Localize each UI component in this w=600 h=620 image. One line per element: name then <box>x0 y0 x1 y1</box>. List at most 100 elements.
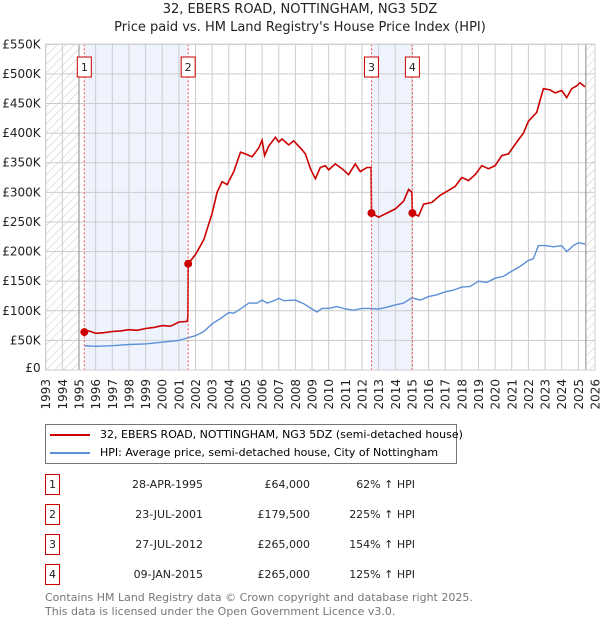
x-tick: 2010 <box>322 379 336 410</box>
x-tick: 2024 <box>555 379 569 410</box>
transaction-row: 4 09-JAN-2015 £265,000 125% ↑ HPI <box>45 564 445 585</box>
x-tick: 2016 <box>422 379 436 410</box>
x-tick: 2005 <box>239 379 253 410</box>
transaction-number: 3 <box>45 534 60 555</box>
y-tick-label: £0 <box>25 361 40 375</box>
x-tick: 2008 <box>289 379 303 410</box>
shaded-ownership-period <box>371 44 413 371</box>
x-tick-label: 2012 <box>356 379 370 410</box>
x-tick: 2023 <box>539 379 553 410</box>
y-tick-label: £150K <box>2 274 42 288</box>
transaction-row: 2 23-JUL-2001 £179,500 225% ↑ HPI <box>45 504 445 525</box>
chart-subtitle: Price paid vs. HM Land Registry's House … <box>114 20 486 35</box>
price-chart: 1 2 3 4 1993 1994 1995 1996 1997 1998 1999 2000 2001… <box>2 37 600 410</box>
x-tick: 2022 <box>522 379 536 410</box>
x-tick-label: 1999 <box>139 379 153 410</box>
transaction-price: £179,500 <box>257 508 311 521</box>
hpi-line <box>84 241 586 348</box>
sale-label: 2 <box>185 61 192 74</box>
y-tick-label: £250K <box>2 215 42 229</box>
x-tick: 1996 <box>89 379 103 410</box>
y-tick-label: £300K <box>2 185 42 199</box>
transaction-price: £265,000 <box>257 538 311 551</box>
legend-label-hpi: HPI: Average price, semi-detached house,… <box>100 446 439 459</box>
x-tick-label: 2008 <box>289 379 303 410</box>
transaction-number: 1 <box>45 474 60 495</box>
x-tick-label: 2006 <box>256 379 270 410</box>
chart-legend: 32, EBERS ROAD, NOTTINGHAM, NG3 5DZ (sem… <box>45 424 463 464</box>
x-tick: 1998 <box>122 379 136 410</box>
transaction-date: 28-APR-1995 <box>131 478 203 491</box>
x-tick: 1999 <box>139 379 153 410</box>
legend-label-property: 32, EBERS ROAD, NOTTINGHAM, NG3 5DZ (sem… <box>100 428 463 441</box>
x-tick-label: 2015 <box>405 379 419 410</box>
x-tick: 2009 <box>306 379 320 410</box>
x-tick: 2002 <box>189 379 203 410</box>
x-tick: 2017 <box>439 379 453 410</box>
x-tick-label: 2001 <box>172 379 186 410</box>
sale-point <box>184 259 193 268</box>
x-tick-label: 1998 <box>122 379 136 410</box>
sale-label-box <box>180 56 196 78</box>
x-tick: 2020 <box>489 379 503 410</box>
x-tick: 2007 <box>272 379 286 410</box>
x-tick: 2011 <box>339 379 353 410</box>
sale-point <box>367 209 376 218</box>
x-tick: 1994 <box>56 379 70 410</box>
x-tick-label: 2003 <box>206 379 220 410</box>
x-tick-label: 2024 <box>555 379 569 410</box>
x-tick-label: 1995 <box>73 379 87 410</box>
legend-swatch-red <box>50 433 90 436</box>
x-tick-label: 2016 <box>422 379 436 410</box>
sale-label: 1 <box>81 61 88 74</box>
y-tick-label: £350K <box>2 156 42 170</box>
transaction-date: 23-JUL-2001 <box>135 508 203 521</box>
y-tick-label: £400K <box>2 126 42 140</box>
x-tick: 2015 <box>405 379 419 410</box>
transaction-row: 1 28-APR-1995 £64,000 62% ↑ HPI <box>45 474 445 495</box>
x-tick-label: 2021 <box>505 379 519 410</box>
x-tick-label: 2014 <box>389 379 403 410</box>
x-tick-label: 2013 <box>372 379 386 410</box>
x-tick: 2014 <box>389 379 403 410</box>
x-tick: 2003 <box>206 379 220 410</box>
plot-frame <box>45 43 596 371</box>
x-tick-label: 1994 <box>56 379 70 410</box>
x-tick: 2006 <box>256 379 270 410</box>
x-tick-label: 2007 <box>272 379 286 410</box>
transaction-number: 4 <box>45 564 60 585</box>
y-tick-label: £500K <box>2 67 42 81</box>
x-tick: 2000 <box>156 379 170 410</box>
x-tick-label: 2019 <box>472 379 486 410</box>
x-tick: 2001 <box>172 379 186 410</box>
x-tick-label: 2009 <box>306 379 320 410</box>
chart-title: 32, EBERS ROAD, NOTTINGHAM, NG3 5DZ <box>162 2 438 17</box>
transaction-date: 09-JAN-2015 <box>133 568 203 581</box>
x-tick: 2013 <box>372 379 386 410</box>
transaction-number: 2 <box>45 504 60 525</box>
x-tick-label: 2023 <box>539 379 553 410</box>
x-tick-label: 2010 <box>322 379 336 410</box>
x-tick: 2021 <box>505 379 519 410</box>
x-tick-label: 2000 <box>156 379 170 410</box>
y-tick-label: £450K <box>2 97 42 111</box>
x-tick: 2025 <box>572 379 586 410</box>
x-tick-label: 2025 <box>572 379 586 410</box>
y-tick-label: £550K <box>2 37 42 51</box>
transaction-date: 27-JUL-2012 <box>135 538 203 551</box>
x-tick-label: 1997 <box>106 379 120 410</box>
x-tick-label: 2004 <box>222 379 236 410</box>
shaded-ownership-period <box>84 44 189 371</box>
sale-point <box>408 209 417 218</box>
x-tick-label: 2002 <box>189 379 203 410</box>
x-tick: 1995 <box>73 379 87 410</box>
transaction-hpi: 225% ↑ HPI <box>349 508 415 521</box>
x-tick-label: 2005 <box>239 379 253 410</box>
x-tick-label: 1993 <box>39 379 53 410</box>
transaction-row: 3 27-JUL-2012 £265,000 154% ↑ HPI <box>45 534 445 555</box>
x-tick: 1997 <box>106 379 120 410</box>
x-tick: 2004 <box>222 379 236 410</box>
sale-point <box>80 328 89 337</box>
sale-label-box <box>404 56 420 78</box>
